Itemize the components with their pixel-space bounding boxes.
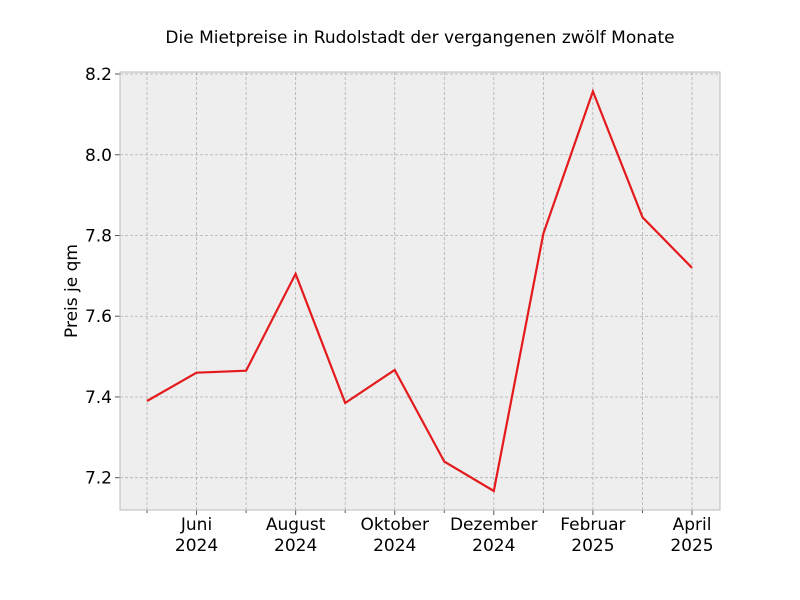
y-tick-label: 8.0 bbox=[85, 146, 112, 166]
series-line bbox=[146, 88, 693, 493]
x-tick-label-month: August bbox=[266, 515, 326, 535]
x-tick-label-year: 2024 bbox=[175, 536, 218, 556]
x-tick-label-month: Februar bbox=[560, 515, 625, 535]
y-tick-label: 7.8 bbox=[85, 226, 112, 246]
x-tick-label-year: 2024 bbox=[373, 536, 416, 556]
plot-area bbox=[120, 72, 720, 510]
series-group bbox=[146, 88, 693, 493]
y-tick-label: 7.2 bbox=[85, 469, 112, 489]
x-tick-label-month: Juni bbox=[180, 515, 212, 535]
x-tick-label-month: Dezember bbox=[450, 515, 538, 535]
y-tick-label: 8.2 bbox=[85, 65, 112, 85]
x-tick-label-month: Oktober bbox=[360, 515, 429, 535]
plot-frame bbox=[119, 71, 721, 511]
x-tick-label-year: 2025 bbox=[670, 536, 713, 556]
chart-title: Die Mietpreise in Rudolstadt der vergang… bbox=[165, 28, 674, 48]
x-tick-label-month: April bbox=[673, 515, 712, 535]
grid bbox=[120, 72, 720, 510]
x-tick-label-year: 2024 bbox=[274, 536, 317, 556]
axis-ticks: 7.27.47.67.88.08.2Juni2024August2024Okto… bbox=[85, 65, 714, 556]
x-tick-label-year: 2025 bbox=[571, 536, 614, 556]
y-tick-label: 7.6 bbox=[85, 307, 112, 327]
y-tick-label: 7.4 bbox=[85, 388, 112, 408]
x-tick-label-year: 2024 bbox=[472, 536, 515, 556]
y-axis-label: Preis je qm bbox=[62, 244, 82, 338]
